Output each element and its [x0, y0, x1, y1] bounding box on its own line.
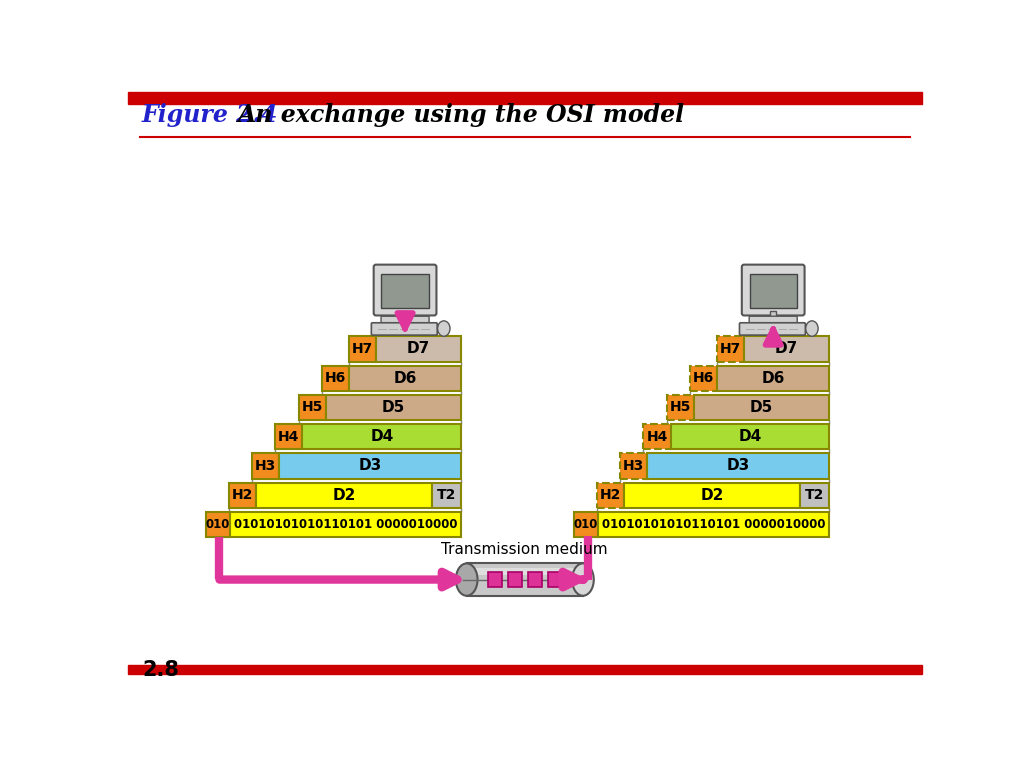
Bar	[467, 568, 583, 574]
Bar	[402, 311, 409, 319]
Text: H7: H7	[352, 342, 373, 356]
Bar	[750, 274, 797, 308]
Bar	[624, 482, 800, 508]
Text: D2: D2	[700, 488, 724, 503]
Bar	[597, 482, 624, 508]
Text: H6: H6	[325, 371, 346, 386]
Text: D5: D5	[382, 400, 406, 415]
Text: H2: H2	[600, 488, 622, 502]
Text: D7: D7	[407, 342, 430, 356]
Bar	[693, 395, 829, 420]
Ellipse shape	[437, 321, 450, 336]
Bar	[528, 572, 542, 588]
Text: H5: H5	[670, 400, 691, 415]
Bar	[690, 366, 717, 391]
Bar	[621, 453, 647, 478]
Text: H4: H4	[646, 430, 668, 444]
Bar	[252, 453, 280, 478]
Bar	[467, 564, 583, 596]
Bar	[302, 424, 461, 449]
Text: D7: D7	[775, 342, 799, 356]
Bar	[280, 453, 461, 478]
Text: H5: H5	[301, 400, 323, 415]
Bar	[228, 482, 256, 508]
Bar	[800, 482, 829, 508]
Bar	[376, 336, 461, 362]
Text: H7: H7	[720, 342, 741, 356]
Bar	[128, 92, 922, 104]
Text: H4: H4	[279, 430, 299, 444]
Text: 01010101010110101 0000010000: 01010101010110101 0000010000	[234, 518, 458, 531]
Text: T2: T2	[437, 488, 457, 502]
Bar	[275, 424, 302, 449]
Text: D6: D6	[393, 371, 417, 386]
Bar	[717, 366, 829, 391]
Text: H6: H6	[693, 371, 714, 386]
Ellipse shape	[572, 564, 594, 596]
Bar	[230, 511, 461, 538]
Text: D2: D2	[332, 488, 355, 503]
Bar	[487, 572, 502, 588]
Text: H3: H3	[623, 459, 644, 473]
Text: 010: 010	[206, 518, 230, 531]
Text: Figure 2.4: Figure 2.4	[142, 103, 279, 127]
Bar	[647, 453, 829, 478]
Bar	[744, 336, 829, 362]
Bar	[349, 366, 461, 391]
Bar	[667, 395, 693, 420]
Text: H2: H2	[231, 488, 253, 502]
Text: 2.8: 2.8	[142, 660, 179, 680]
FancyBboxPatch shape	[741, 265, 805, 316]
Text: H3: H3	[255, 459, 276, 473]
Bar	[299, 395, 326, 420]
FancyBboxPatch shape	[374, 265, 436, 316]
FancyBboxPatch shape	[739, 323, 805, 335]
Text: 010: 010	[573, 518, 598, 531]
Text: An exchange using the OSI model: An exchange using the OSI model	[238, 103, 685, 127]
FancyBboxPatch shape	[372, 323, 437, 335]
Text: D4: D4	[371, 429, 393, 444]
Bar	[671, 424, 829, 449]
Ellipse shape	[806, 321, 818, 336]
Ellipse shape	[456, 564, 477, 596]
Text: D4: D4	[738, 429, 762, 444]
Bar	[322, 366, 349, 391]
Text: Transmission medium: Transmission medium	[441, 542, 608, 558]
Bar	[206, 511, 230, 538]
Bar	[432, 482, 461, 508]
Bar	[128, 665, 922, 674]
Bar	[643, 424, 671, 449]
Bar	[548, 572, 562, 588]
Text: D5: D5	[750, 400, 773, 415]
Bar	[573, 511, 598, 538]
Bar	[717, 336, 744, 362]
Bar	[326, 395, 461, 420]
Bar	[256, 482, 432, 508]
FancyBboxPatch shape	[750, 316, 798, 324]
Bar	[349, 336, 376, 362]
Bar	[381, 274, 429, 308]
Bar	[770, 311, 776, 319]
Text: D3: D3	[358, 458, 382, 474]
Bar	[508, 572, 521, 588]
Text: D3: D3	[727, 458, 750, 474]
Text: T2: T2	[805, 488, 824, 502]
Text: D6: D6	[762, 371, 784, 386]
Text: 01010101010110101 0000010000: 01010101010110101 0000010000	[602, 518, 825, 531]
Bar	[598, 511, 829, 538]
FancyBboxPatch shape	[381, 316, 429, 324]
